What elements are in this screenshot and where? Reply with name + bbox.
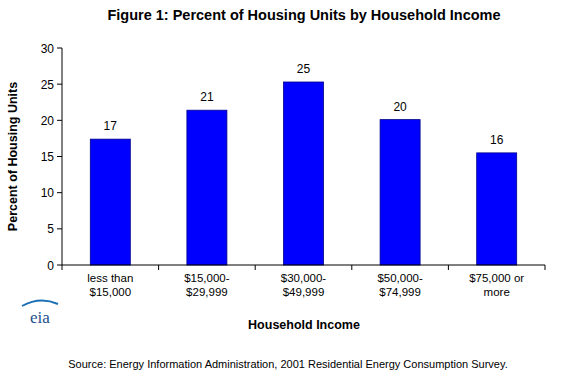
x-tick-label: $15,000- $29,999 bbox=[184, 272, 230, 298]
y-tick-label: 10 bbox=[41, 186, 55, 200]
y-axis-label: Percent of Housing Units bbox=[6, 82, 20, 231]
y-tick-label: 30 bbox=[41, 42, 55, 56]
data-label: 20 bbox=[393, 100, 407, 114]
x-tick-label-line: $15,000 bbox=[90, 286, 132, 298]
bar bbox=[90, 139, 130, 265]
x-tick-label-line: less than bbox=[87, 272, 133, 284]
x-tick-label-line: $75,000 or bbox=[469, 272, 524, 284]
x-tick-label-line: more bbox=[484, 286, 510, 298]
x-tick-label: less than $15,000 bbox=[87, 272, 133, 298]
bar bbox=[477, 153, 517, 265]
y-tick bbox=[57, 120, 62, 121]
y-tick bbox=[57, 265, 62, 266]
x-tick bbox=[545, 265, 546, 270]
y-tick bbox=[57, 192, 62, 193]
x-axis bbox=[62, 265, 545, 266]
x-tick-label: $50,000- $74,999 bbox=[377, 272, 423, 298]
x-tick-label-line: $30,000- bbox=[281, 272, 327, 284]
y-tick bbox=[57, 48, 62, 49]
x-tick-label-line: $15,000- bbox=[184, 272, 230, 284]
y-tick bbox=[57, 156, 62, 157]
y-tick-label: 0 bbox=[47, 259, 54, 273]
y-tick-label: 15 bbox=[41, 150, 55, 164]
y-tick-label: 25 bbox=[41, 78, 55, 92]
source: Source: Energy Information Administratio… bbox=[68, 358, 507, 370]
logo: eia bbox=[30, 308, 50, 327]
bar bbox=[284, 82, 324, 265]
x-tick-label-line: $74,999 bbox=[379, 286, 421, 298]
x-tick bbox=[255, 265, 256, 270]
x-tick bbox=[448, 265, 449, 270]
title: Figure 1: Percent of Housing Units by Ho… bbox=[107, 7, 500, 23]
y-tick bbox=[57, 84, 62, 85]
data-label: 17 bbox=[104, 119, 118, 133]
y-tick bbox=[57, 228, 62, 229]
x-tick bbox=[158, 265, 159, 270]
y-axis bbox=[62, 48, 63, 265]
data-label: 25 bbox=[297, 62, 311, 76]
x-tick-label-line: $49,999 bbox=[283, 286, 325, 298]
logo-swoosh bbox=[22, 300, 58, 306]
x-tick-label-line: $29,999 bbox=[186, 286, 228, 298]
chart: Figure 1: Percent of Housing Units by Ho… bbox=[0, 0, 575, 379]
y-tick-label: 5 bbox=[47, 222, 54, 236]
x-axis-label: Household Income bbox=[248, 318, 360, 332]
x-tick bbox=[62, 265, 63, 270]
x-tick-label: $30,000- $49,999 bbox=[281, 272, 327, 298]
bar bbox=[380, 120, 420, 265]
data-label: 16 bbox=[490, 133, 504, 147]
bar bbox=[187, 110, 227, 265]
y-tick-label: 20 bbox=[41, 114, 55, 128]
x-tick-label: $75,000 or more bbox=[469, 272, 524, 298]
x-tick-label-line: $50,000- bbox=[377, 272, 423, 284]
x-tick bbox=[351, 265, 352, 270]
data-label: 21 bbox=[200, 90, 214, 104]
